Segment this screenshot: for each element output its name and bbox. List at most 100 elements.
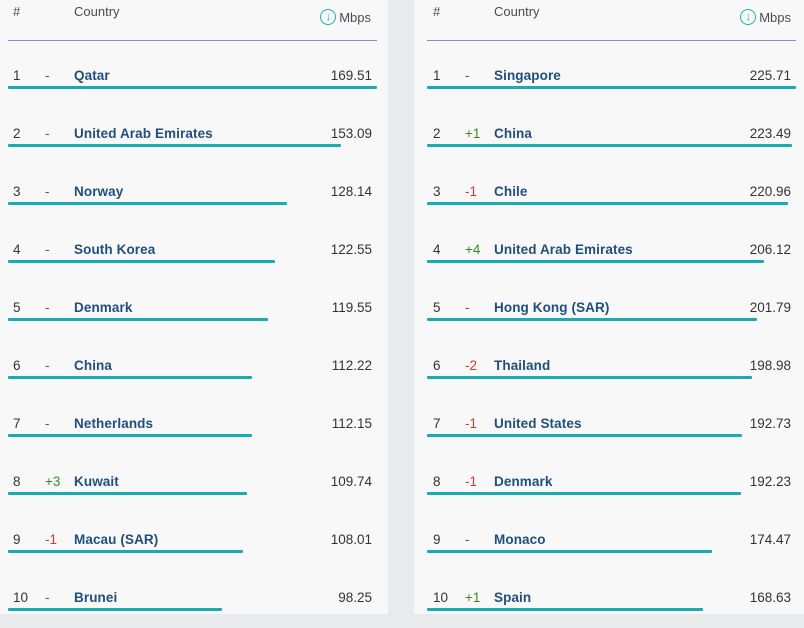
rank-change: -1 [45, 532, 58, 547]
speed-bar [8, 376, 252, 379]
rank-change: -1 [465, 184, 478, 199]
table-row[interactable]: 10 - Brunei 98.25 [0, 570, 388, 628]
rank-number: 10 [13, 590, 29, 605]
speed-bar [8, 608, 222, 611]
table-row[interactable]: 2 - United Arab Emirates 153.09 [0, 106, 388, 164]
rank-number: 7 [13, 416, 21, 431]
country-link[interactable]: Monaco [494, 532, 546, 547]
country-link[interactable]: Netherlands [74, 416, 154, 431]
rank-number: 5 [13, 300, 21, 315]
speed-bar [427, 318, 757, 321]
rank-number: 1 [13, 68, 21, 83]
rank-number: 2 [13, 126, 21, 141]
mbps-value: 206.12 [749, 242, 791, 257]
country-link[interactable]: Thailand [494, 358, 551, 373]
mbps-value: 112.15 [331, 416, 372, 431]
mbps-column-header[interactable]: ↓ Mbps [320, 9, 371, 25]
speed-bar [427, 434, 742, 437]
mbps-value: 192.73 [749, 416, 791, 431]
country-column-header: Country [74, 4, 120, 19]
country-link[interactable]: Denmark [74, 300, 133, 315]
mbps-value: 201.79 [749, 300, 791, 315]
table-row[interactable]: 6 -2 Thailand 198.98 [414, 338, 804, 396]
table-row[interactable]: 6 - China 112.22 [0, 338, 388, 396]
rank-change: - [465, 68, 470, 83]
speed-bar [8, 492, 247, 495]
rank-number: 2 [433, 126, 441, 141]
country-link[interactable]: China [494, 126, 533, 141]
rank-column-header: # [433, 4, 441, 19]
speed-bar [427, 550, 712, 553]
country-link[interactable]: Singapore [494, 68, 561, 83]
rank-change: - [465, 300, 470, 315]
speed-bar [8, 144, 341, 147]
table-row[interactable]: 5 - Hong Kong (SAR) 201.79 [414, 280, 804, 338]
rank-number: 6 [433, 358, 441, 373]
download-circle-icon: ↓ [740, 9, 757, 25]
table-row[interactable]: 4 - South Korea 122.55 [0, 222, 388, 280]
country-link[interactable]: Denmark [494, 474, 553, 489]
speed-bar [8, 86, 377, 89]
country-link[interactable]: Hong Kong (SAR) [494, 300, 610, 315]
table-row[interactable]: 8 +3 Kuwait 109.74 [0, 454, 388, 512]
country-link[interactable]: United Arab Emirates [494, 242, 633, 257]
table-row[interactable]: 5 - Denmark 119.55 [0, 280, 388, 338]
country-link[interactable]: Qatar [74, 68, 110, 83]
speed-bar [427, 376, 752, 379]
country-link[interactable]: Spain [494, 590, 532, 605]
rank-change: +1 [465, 590, 481, 605]
speed-bar [8, 202, 287, 205]
table-row[interactable]: 1 - Singapore 225.71 [414, 48, 804, 106]
rank-number: 3 [433, 184, 441, 199]
mbps-value: 223.49 [749, 126, 791, 141]
table-row[interactable]: 8 -1 Denmark 192.23 [414, 454, 804, 512]
country-link[interactable]: Norway [74, 184, 124, 199]
table-row[interactable]: 10 +1 Spain 168.63 [414, 570, 804, 628]
rank-number: 5 [433, 300, 441, 315]
table-row[interactable]: 9 - Monaco 174.47 [414, 512, 804, 570]
table-row[interactable]: 7 -1 United States 192.73 [414, 396, 804, 454]
speed-bar [8, 260, 275, 263]
mbps-value: 198.98 [749, 358, 791, 373]
table-row[interactable]: 3 -1 Chile 220.96 [414, 164, 804, 222]
country-link[interactable]: South Korea [74, 242, 156, 257]
rank-number: 8 [13, 474, 21, 489]
left-ranking-table: # Country ↓ Mbps 1 - Qatar 169.51 2 - United A… [0, 0, 388, 614]
country-link[interactable]: Chile [494, 184, 528, 199]
mbps-value: 109.74 [330, 474, 372, 489]
table-row[interactable]: 1 - Qatar 169.51 [0, 48, 388, 106]
rank-number: 9 [433, 532, 441, 547]
country-link[interactable]: United Arab Emirates [74, 126, 213, 141]
mbps-value: 225.71 [749, 68, 791, 83]
mbps-value: 169.51 [330, 68, 372, 83]
country-link[interactable]: Brunei [74, 590, 118, 605]
table-row[interactable]: 9 -1 Macau (SAR) 108.01 [0, 512, 388, 570]
speed-bar [427, 202, 788, 205]
rank-change: - [45, 590, 50, 605]
country-link[interactable]: United States [494, 416, 582, 431]
speed-bar [427, 492, 741, 495]
rank-change: - [45, 126, 50, 141]
country-link[interactable]: Kuwait [74, 474, 119, 489]
mbps-value: 128.14 [330, 184, 372, 199]
rank-number: 10 [433, 590, 449, 605]
mbps-value: 168.63 [749, 590, 791, 605]
table-row[interactable]: 2 +1 China 223.49 [414, 106, 804, 164]
table-row[interactable]: 3 - Norway 128.14 [0, 164, 388, 222]
rank-number: 9 [13, 532, 21, 547]
country-column-header: Country [494, 4, 540, 19]
country-link[interactable]: China [74, 358, 113, 373]
rank-change: - [45, 358, 50, 373]
mbps-value: 98.25 [338, 590, 372, 605]
table-row[interactable]: 4 +4 United Arab Emirates 206.12 [414, 222, 804, 280]
rank-change: - [45, 416, 50, 431]
speed-bar [427, 260, 764, 263]
rank-number: 8 [433, 474, 441, 489]
rank-change: - [465, 532, 470, 547]
table-row[interactable]: 7 - Netherlands 112.15 [0, 396, 388, 454]
rank-column-header: # [13, 4, 21, 19]
mbps-column-header[interactable]: ↓ Mbps [740, 9, 791, 25]
rank-change: -1 [465, 416, 478, 431]
country-link[interactable]: Macau (SAR) [74, 532, 159, 547]
rank-change: - [45, 242, 50, 257]
